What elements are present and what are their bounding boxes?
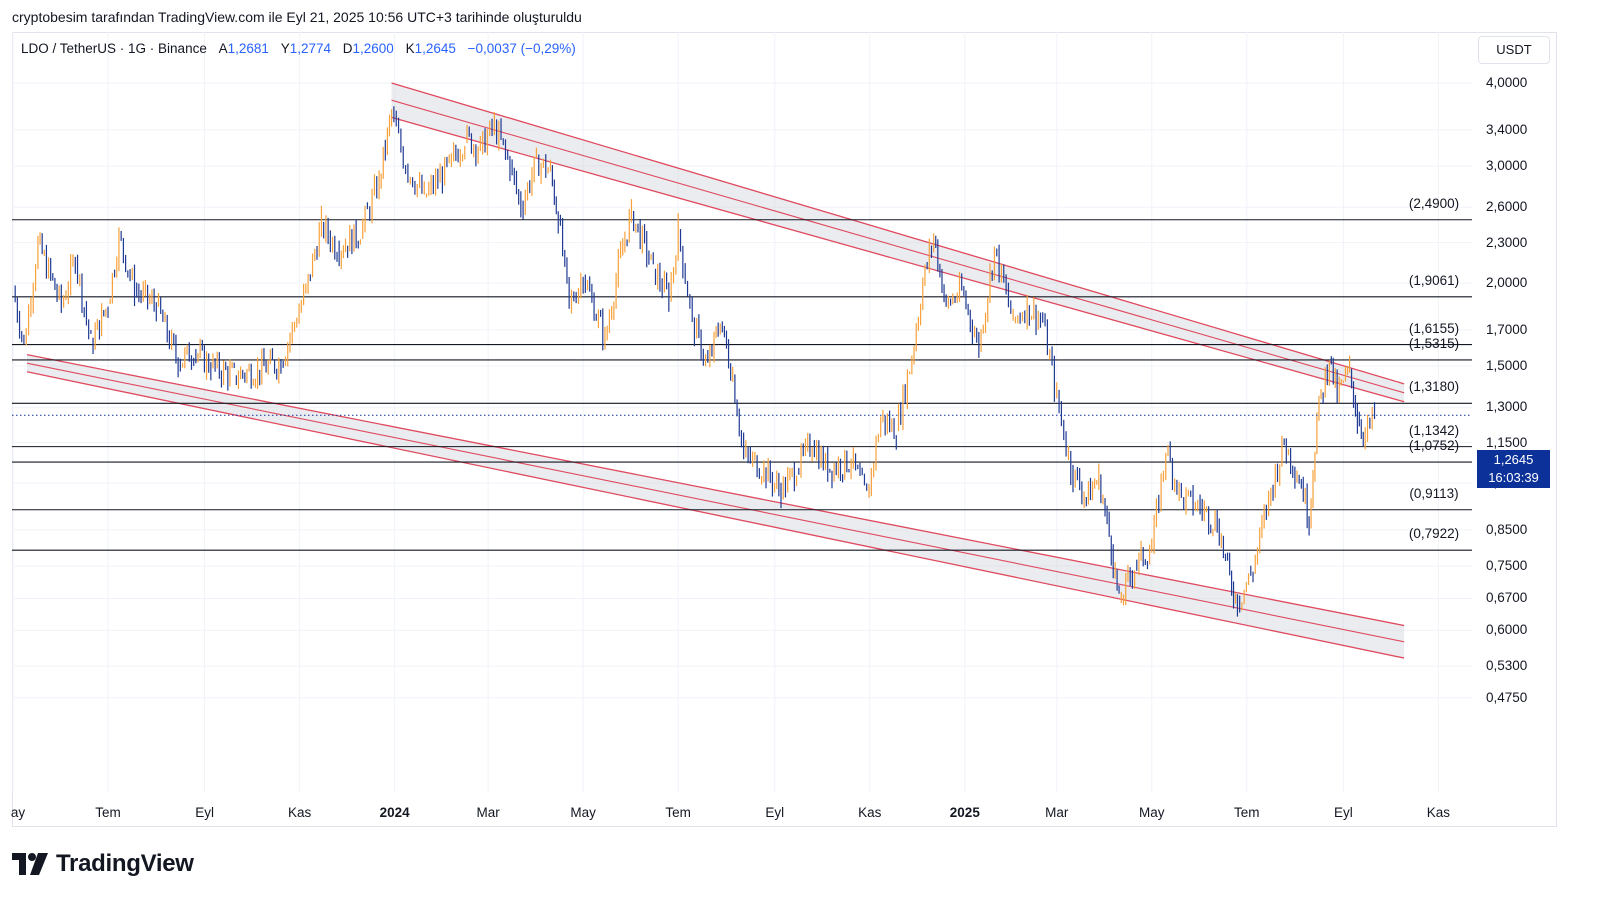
symbol-name[interactable]: LDO / TetherUS · 1G · Binance (21, 41, 207, 56)
price-tick-label: 1,7000 (1486, 321, 1528, 337)
level-label: (2,4900) (1408, 195, 1460, 211)
price-tick-label: 1,5000 (1486, 357, 1528, 373)
time-tick-label: Tem (1234, 805, 1260, 820)
time-tick-label: May (1138, 805, 1165, 820)
price-tick-label: 2,3000 (1486, 234, 1528, 250)
time-tick-label: Mar (476, 805, 500, 820)
price-tick-label: 2,0000 (1486, 274, 1528, 290)
logo-wordmark: TradingView (56, 850, 194, 877)
level-label: (0,7922) (1408, 526, 1460, 542)
time-tick-label: Eyl (765, 805, 785, 820)
time-tick-label: May (570, 805, 596, 820)
change-value: −0,0037 (−0,29%) (467, 41, 576, 56)
high-label: Y (280, 41, 290, 56)
time-tick-label: Kas (287, 805, 312, 820)
open-value: 1,2681 (227, 41, 269, 56)
time-tick-label: Tem (665, 805, 691, 820)
price-tick-label: 0,6700 (1486, 590, 1528, 606)
price-tick-label: 3,0000 (1486, 157, 1528, 173)
last-price-value: 1,2645 (1493, 452, 1534, 467)
level-label: (1,6155) (1408, 320, 1460, 336)
time-tick-label: ay (10, 805, 26, 820)
price-tick-label: 2,6000 (1486, 199, 1528, 215)
price-tick-label: 3,4000 (1486, 121, 1528, 137)
price-tick-label: 4,0000 (1486, 75, 1528, 90)
price-tick-label: 0,7500 (1486, 557, 1528, 573)
price-tick-label: 0,5300 (1486, 658, 1528, 674)
price-tick-label: 1,1500 (1486, 434, 1528, 450)
time-tick-label: 2024 (379, 805, 410, 820)
price-tick-label: 1,3000 (1486, 399, 1528, 415)
close-value: 1,2645 (414, 41, 456, 56)
time-tick-label: Kas (858, 805, 882, 820)
currency-button[interactable]: USDT (1478, 36, 1550, 64)
bar-countdown: 16:03:39 (1488, 470, 1539, 485)
channel-band[interactable] (27, 354, 1405, 659)
level-label: (1,5315) (1408, 335, 1460, 351)
tradingview-logo-icon (12, 853, 48, 875)
last-price-box: 1,2645 16:03:39 (1477, 450, 1550, 488)
time-tick-label: Tem (95, 805, 121, 820)
low-value: 1,2600 (352, 41, 394, 56)
symbol-legend: LDO / TetherUS · 1G · Binance A1,2681 Y1… (21, 41, 576, 56)
level-label: (1,0752) (1408, 438, 1460, 454)
open-label: A (218, 41, 228, 56)
price-tick-label: 0,4750 (1486, 689, 1528, 705)
tradingview-logo[interactable]: TradingView (12, 850, 194, 878)
level-label: (0,9113) (1409, 485, 1459, 501)
close-label: K (405, 41, 415, 56)
chart-caption: cryptobesim tarafından TradingView.com i… (12, 9, 582, 25)
channel-band[interactable] (391, 83, 1405, 402)
candles (14, 106, 1376, 617)
channel-lower-line[interactable] (391, 116, 1405, 403)
time-tick-label: Eyl (195, 805, 214, 820)
time-tick-label: Eyl (1333, 805, 1353, 820)
price-tick-label: 0,6000 (1486, 622, 1528, 638)
level-label: (1,1342) (1408, 422, 1460, 438)
channel-upper-line[interactable] (26, 354, 1405, 627)
price-chart[interactable] (12, 32, 1557, 827)
price-tick-label: 0,8500 (1486, 521, 1528, 537)
time-tick-label: Kas (1426, 805, 1451, 820)
level-label: (1,9061) (1408, 272, 1460, 288)
channel-lower-line[interactable] (26, 371, 1405, 659)
high-value: 1,2774 (289, 41, 331, 56)
channel-mid-line[interactable] (26, 362, 1405, 643)
time-tick-label: Mar (1045, 805, 1069, 820)
time-tick-label: 2025 (949, 805, 980, 820)
low-label: D (342, 41, 353, 56)
channel-mid-line[interactable] (391, 99, 1405, 394)
channel-upper-line[interactable] (391, 82, 1405, 385)
level-label: (1,3180) (1408, 379, 1460, 395)
